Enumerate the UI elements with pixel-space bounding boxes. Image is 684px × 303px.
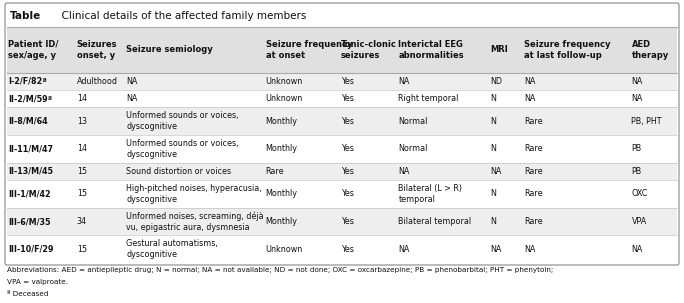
Text: 15: 15 [77, 245, 87, 254]
Text: II-13/M/45: II-13/M/45 [8, 167, 53, 176]
Text: Unformed noises, screaming, déjà
vu, epigastric aura, dysmnesia: Unformed noises, screaming, déjà vu, epi… [126, 211, 264, 232]
Text: PB, PHT: PB, PHT [631, 117, 662, 126]
Text: NA: NA [490, 167, 502, 176]
Text: Monthly: Monthly [265, 189, 298, 198]
Text: 14: 14 [77, 144, 87, 153]
Bar [7, 107, 677, 135]
Text: N: N [490, 117, 497, 126]
Bar [7, 235, 677, 263]
Text: Seizure semiology: Seizure semiology [126, 45, 213, 54]
Text: Unformed sounds or voices,
dyscognitive: Unformed sounds or voices, dyscognitive [126, 139, 239, 159]
Text: ND: ND [490, 77, 503, 86]
Text: Rare: Rare [524, 117, 542, 126]
Text: NA: NA [631, 94, 643, 103]
Text: NA: NA [524, 77, 536, 86]
Text: NA: NA [490, 245, 502, 254]
Text: Yes: Yes [341, 217, 354, 226]
Text: II-2/M/59ª: II-2/M/59ª [8, 94, 53, 103]
Text: NA: NA [398, 167, 410, 176]
Text: High-pitched noises, hyperacusia,
dyscognitive: High-pitched noises, hyperacusia, dyscog… [126, 184, 262, 204]
Text: Rare: Rare [524, 167, 542, 176]
Text: NA: NA [398, 245, 410, 254]
Text: Monthly: Monthly [265, 217, 298, 226]
Text: Rare: Rare [524, 189, 542, 198]
Text: ª Deceased: ª Deceased [7, 291, 49, 297]
Text: Clinical details of the affected family members: Clinical details of the affected family … [55, 11, 306, 21]
Text: MRI: MRI [490, 45, 508, 54]
Text: III-6/M/35: III-6/M/35 [8, 217, 51, 226]
Text: Rare: Rare [524, 144, 542, 153]
Text: 14: 14 [77, 94, 87, 103]
Text: PB: PB [631, 167, 642, 176]
Text: N: N [490, 94, 497, 103]
Text: Bilateral temporal: Bilateral temporal [398, 217, 471, 226]
Text: Rare: Rare [524, 217, 542, 226]
Text: 13: 13 [77, 117, 87, 126]
Text: Gestural automatisms,
dyscognitive: Gestural automatisms, dyscognitive [126, 239, 218, 259]
Text: Abbreviations: AED = antiepileptic drug; N = normal; NA = not available; ND = no: Abbreviations: AED = antiepileptic drug;… [7, 267, 553, 273]
Bar [7, 180, 677, 208]
Text: Bilateral (L > R)
temporal: Bilateral (L > R) temporal [398, 184, 462, 204]
Text: Unknown: Unknown [265, 94, 303, 103]
Text: NA: NA [126, 94, 137, 103]
Text: Unknown: Unknown [265, 77, 303, 86]
Text: Tonic-clonic
seizures: Tonic-clonic seizures [341, 40, 397, 60]
Text: Interictal EEG
abnormalities: Interictal EEG abnormalities [398, 40, 464, 60]
Bar [7, 208, 677, 235]
Text: Monthly: Monthly [265, 117, 298, 126]
Text: II-8/M/64: II-8/M/64 [8, 117, 48, 126]
Text: Patient ID/
sex/age, y: Patient ID/ sex/age, y [8, 40, 59, 60]
Text: 15: 15 [77, 189, 87, 198]
Text: OXC: OXC [631, 189, 648, 198]
Text: Normal: Normal [398, 144, 428, 153]
Bar [7, 73, 677, 90]
Text: NA: NA [631, 77, 643, 86]
Text: Yes: Yes [341, 167, 354, 176]
Text: 34: 34 [77, 217, 87, 226]
Text: Seizures
onset, y: Seizures onset, y [77, 40, 117, 60]
FancyBboxPatch shape [5, 3, 679, 265]
Text: Normal: Normal [398, 117, 428, 126]
Text: Monthly: Monthly [265, 144, 298, 153]
Text: N: N [490, 189, 497, 198]
Text: Right temporal: Right temporal [398, 94, 459, 103]
Text: NA: NA [524, 94, 536, 103]
Text: Adulthood: Adulthood [77, 77, 118, 86]
Text: NA: NA [398, 77, 410, 86]
Text: Yes: Yes [341, 77, 354, 86]
Text: Unformed sounds or voices,
dyscognitive: Unformed sounds or voices, dyscognitive [126, 111, 239, 131]
Text: Yes: Yes [341, 245, 354, 254]
Text: VPA: VPA [631, 217, 647, 226]
Bar [7, 135, 677, 163]
Text: Table: Table [10, 11, 41, 21]
Text: III-1/M/42: III-1/M/42 [8, 189, 51, 198]
Bar [7, 163, 677, 180]
Text: Unknown: Unknown [265, 245, 303, 254]
Text: Sound distortion or voices: Sound distortion or voices [126, 167, 231, 176]
Text: Yes: Yes [341, 117, 354, 126]
Text: N: N [490, 217, 497, 226]
Text: AED
therapy: AED therapy [631, 40, 669, 60]
Text: I-2/F/82ª: I-2/F/82ª [8, 77, 47, 86]
Text: NA: NA [631, 245, 643, 254]
Text: 15: 15 [77, 167, 87, 176]
Text: NA: NA [126, 77, 137, 86]
Text: NA: NA [524, 245, 536, 254]
Text: Yes: Yes [341, 189, 354, 198]
Text: VPA = valproate.: VPA = valproate. [7, 279, 68, 285]
Text: III-10/F/29: III-10/F/29 [8, 245, 54, 254]
Text: Yes: Yes [341, 144, 354, 153]
Text: Seizure frequency
at last follow-up: Seizure frequency at last follow-up [524, 40, 611, 60]
Text: II-11/M/47: II-11/M/47 [8, 144, 53, 153]
Text: N: N [490, 144, 497, 153]
Bar [7, 90, 677, 107]
Text: Yes: Yes [341, 94, 354, 103]
Text: Rare: Rare [265, 167, 284, 176]
Bar [7, 27, 677, 73]
Text: Seizure frequency
at onset: Seizure frequency at onset [265, 40, 352, 60]
Text: PB: PB [631, 144, 642, 153]
